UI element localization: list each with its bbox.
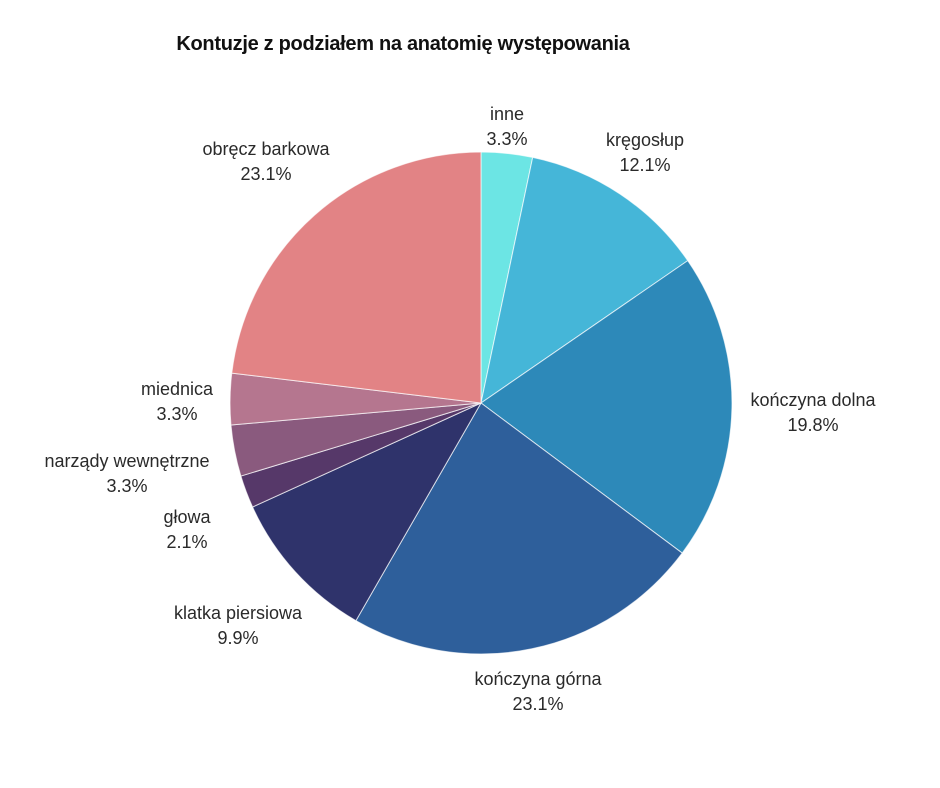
slice-label-kończyna-dolna: kończyna dolna 19.8% [750,390,876,435]
slice-label-obręcz-barkowa: obręcz barkowa 23.1% [202,139,330,184]
pie-slice-kończyna-górna [355,402,683,655]
slice-label-inne: inne 3.3% [486,104,527,149]
slice-label-narządy-wewnętrzne: narządy wewnętrzne 3.3% [44,451,209,496]
pie-slice-kończyna-dolna [480,260,733,554]
pie-slice-klatka-piersiowa [252,402,482,622]
slice-label-kręgosłup: kręgosłup 12.1% [606,130,684,175]
slice-label-miednica: miednica 3.3% [141,379,214,424]
pie-slice-obręcz-barkowa [231,151,482,404]
slice-label-kończyna-górna: kończyna górna 23.1% [474,669,602,714]
chart-title: Kontuzje z podziałem na anatomię występo… [176,33,630,55]
slice-label-klatka-piersiowa: klatka piersiowa 9.9% [174,603,303,648]
slice-label-głowa: głowa 2.1% [163,507,211,552]
pie-slice-kręgosłup [480,156,689,404]
